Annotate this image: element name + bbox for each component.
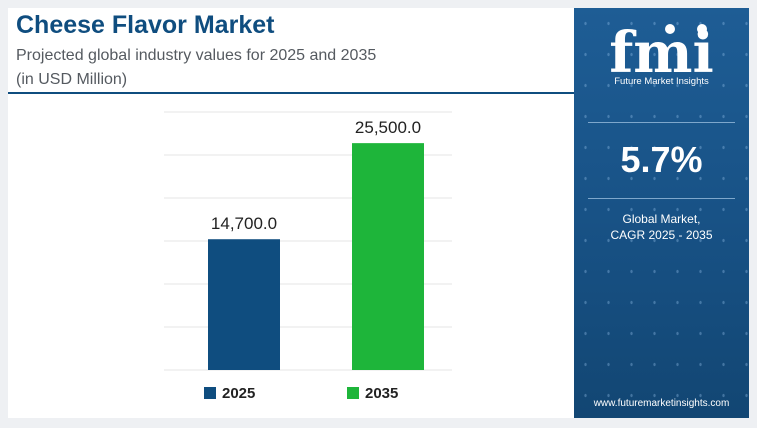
cagr-label: Global Market, CAGR 2025 - 2035 [574, 211, 749, 243]
legend-item-2035: 2035 [347, 383, 398, 403]
legend-label-2035: 2035 [365, 384, 399, 402]
subtitle-line-2: (in USD Million) [16, 71, 128, 88]
bar-2035 [352, 143, 424, 370]
infographic-card: Cheese Flavor Market Projected global in… [8, 8, 749, 418]
legend-label-2025: 2025 [222, 384, 256, 402]
chart-subtitle: Projected global industry values for 202… [16, 44, 376, 92]
logo-dot-icon [665, 24, 675, 34]
panel-divider-middle [588, 198, 735, 199]
logo-letters: fmi [609, 20, 714, 86]
cagr-value: 5.7% [620, 139, 703, 180]
cagr-label-line-1: Global Market, [622, 212, 701, 226]
legend-swatch-2035 [347, 387, 359, 399]
legend-swatch-2025 [204, 387, 216, 399]
chart-title: Cheese Flavor Market [16, 11, 275, 39]
bar-chart: 14,700.0 25,500.0 [164, 111, 452, 371]
website-link[interactable]: www.futuremarketinsights.com [593, 398, 730, 409]
cagr-label-line-2: CAGR 2025 - 2035 [610, 228, 713, 242]
header-divider [8, 92, 574, 94]
logo-caption: Future Market Insights [614, 76, 709, 87]
data-label-2035: 25,500.0 [355, 118, 421, 137]
fmi-logo: fmi [609, 20, 714, 86]
side-panel: fmi Future Market Insights 5.7% Global M… [574, 8, 749, 418]
logo-dot-icon-2 [697, 24, 707, 34]
panel-pattern [574, 8, 749, 418]
bar-2025 [208, 239, 280, 370]
subtitle-line-1: Projected global industry values for 202… [16, 47, 377, 64]
legend-item-2025: 2025 [204, 383, 255, 403]
data-label-2025: 14,700.0 [211, 214, 277, 233]
panel-divider-top [588, 122, 735, 123]
